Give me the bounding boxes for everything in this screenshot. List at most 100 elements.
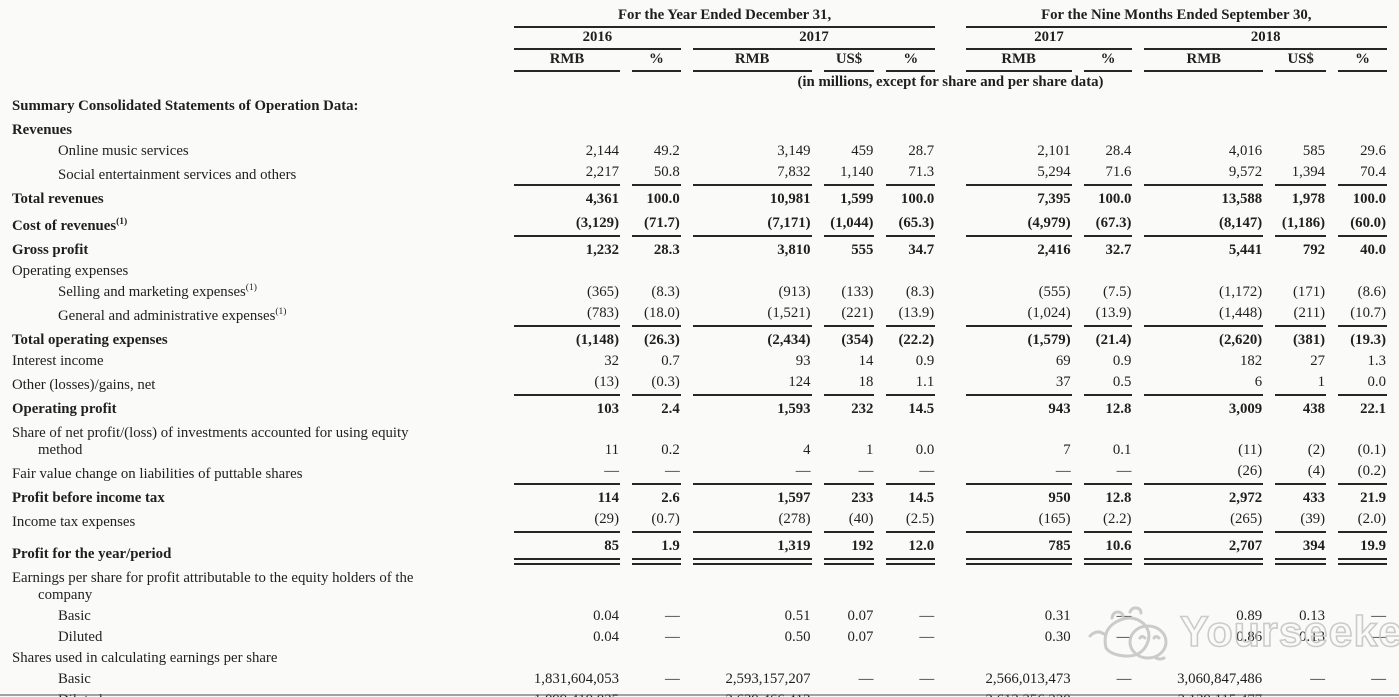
value-cell: 11 <box>604 442 619 458</box>
value-cell: (13.9) <box>1083 303 1133 327</box>
value-cell: (40) <box>823 509 875 533</box>
value-cell: 13,588 <box>1221 191 1263 207</box>
table-row: Earnings per share for profit attributab… <box>12 565 1387 606</box>
value-cell: (60.0) <box>1338 210 1387 237</box>
header-group-row: For the Year Ended December 31, For the … <box>12 6 1387 28</box>
value-cell: 459 <box>851 143 874 159</box>
row-label: Selling and marketing expenses(1) <box>12 282 502 303</box>
value-cell: — <box>1116 671 1132 687</box>
table-row: Selling and marketing expenses(1) (365) (8… <box>12 282 1387 303</box>
row-label-text: Total operating expenses <box>12 332 168 348</box>
value-cell: 7,395 <box>1037 191 1071 207</box>
year-2017: 2017 <box>692 28 936 50</box>
value-cell <box>1338 261 1387 282</box>
value-cell: 9,572 <box>1144 162 1264 186</box>
value-cell: — <box>1371 608 1386 624</box>
value-cell: 2.6 <box>661 490 680 506</box>
row-label: Diluted <box>12 627 502 648</box>
value-cell <box>1144 93 1263 117</box>
table-row: Shares used in calculating earnings per … <box>12 648 1387 669</box>
row-label: Online music services <box>12 141 502 162</box>
value-cell: 50.8 <box>632 162 681 186</box>
value-cell <box>693 648 812 669</box>
value-cell: 555 <box>851 242 874 258</box>
row-label: Total revenues <box>12 186 502 210</box>
table-row: Profit before income tax 114 2.6 1,597 233 14… <box>12 485 1387 509</box>
value-cell: 1,140 <box>823 162 875 186</box>
table-row: General and administrative expenses(1) (7… <box>12 303 1387 327</box>
value-cell: 0.2 <box>661 442 680 458</box>
header-spacer <box>12 6 502 28</box>
value-cell: 103 <box>596 401 619 417</box>
row-label: Total operating expenses <box>12 327 502 351</box>
value-cell: 3,810 <box>777 242 811 258</box>
value-cell: — <box>1083 461 1133 485</box>
value-cell: 1,831,604,053 <box>533 671 619 687</box>
value-cell: 2,101 <box>1037 143 1071 159</box>
row-label: General and administrative expenses(1) <box>12 303 502 327</box>
value-cell: 2,144 <box>585 143 619 159</box>
value-cell <box>514 565 620 606</box>
value-cell: (0.3) <box>632 372 681 396</box>
col-2018-usd: US$ <box>1275 50 1327 72</box>
value-cell: — <box>886 461 936 485</box>
value-cell: (1,172) <box>1219 284 1263 300</box>
group-gap <box>947 533 953 565</box>
value-cell: (19.3) <box>1350 332 1386 348</box>
value-cell: (1,044) <box>823 210 875 237</box>
value-cell: 2,707 <box>1144 533 1264 565</box>
group-gap <box>947 6 953 28</box>
table-row: Basic 1,831,604,053 — 2,593,157,207 — — 2,566,… <box>12 669 1387 690</box>
value-cell <box>1144 565 1263 606</box>
value-cell: (26.3) <box>644 332 680 348</box>
value-cell: (8,147) <box>1144 210 1264 237</box>
footnote-ref: (1) <box>245 283 257 294</box>
value-cell: 71.6 <box>1083 162 1133 186</box>
value-cell: 2,416 <box>1037 242 1071 258</box>
value-cell <box>514 117 620 141</box>
value-cell: 2,593,157,207 <box>725 671 811 687</box>
year-2017-9m: 2017 <box>965 28 1133 50</box>
value-cell <box>514 93 620 117</box>
col-2017-rmb: RMB <box>692 50 812 72</box>
row-label-text: Fair value change on liabilities of putt… <box>12 466 303 482</box>
table-row: Income tax expenses (29) (0.7) (278) (40) (2.… <box>12 509 1387 533</box>
row-label: Profit before income tax <box>12 485 502 509</box>
value-cell: (18.0) <box>632 303 681 327</box>
value-cell: (1,024) <box>965 303 1072 327</box>
value-cell <box>1275 93 1326 117</box>
value-cell: 28.4 <box>1105 143 1132 159</box>
group-gap <box>947 396 953 420</box>
value-cell: 785 <box>965 533 1072 565</box>
value-cell: — <box>919 671 935 687</box>
value-cell <box>1144 648 1263 669</box>
value-cell <box>1144 261 1263 282</box>
group-gap <box>947 261 953 282</box>
value-cell: — <box>1371 671 1386 687</box>
group-gap <box>947 372 953 396</box>
value-cell: (913) <box>778 284 811 300</box>
footnote-ref: (1) <box>275 307 287 318</box>
value-cell <box>514 648 620 669</box>
value-cell <box>632 565 681 606</box>
value-cell <box>632 261 681 282</box>
col-2018-rmb: RMB <box>1144 50 1264 72</box>
value-cell: 6 <box>1144 372 1264 396</box>
row-label: Operating expenses <box>12 261 502 282</box>
value-cell: (8.6) <box>1357 284 1386 300</box>
row-label-text: Basic <box>58 608 91 624</box>
value-cell: (2.5) <box>886 509 936 533</box>
value-cell: 585 <box>1302 143 1326 159</box>
value-cell: 5,294 <box>965 162 1072 186</box>
value-cell: 32 <box>604 353 619 369</box>
table-row: Diluted 0.04 — 0.50 0.07 — 0.30 — 0.86 0.13 — <box>12 627 1387 648</box>
value-cell: (2,434) <box>767 332 811 348</box>
group-gap <box>947 485 953 509</box>
value-cell: 10.6 <box>1083 533 1133 565</box>
row-label-text: Profit before income tax <box>12 490 165 506</box>
value-cell: (13.9) <box>886 303 936 327</box>
value-cell: 182 <box>1239 353 1263 369</box>
value-cell: 37 <box>965 372 1072 396</box>
value-cell: (278) <box>692 509 812 533</box>
value-cell: — <box>664 608 680 624</box>
